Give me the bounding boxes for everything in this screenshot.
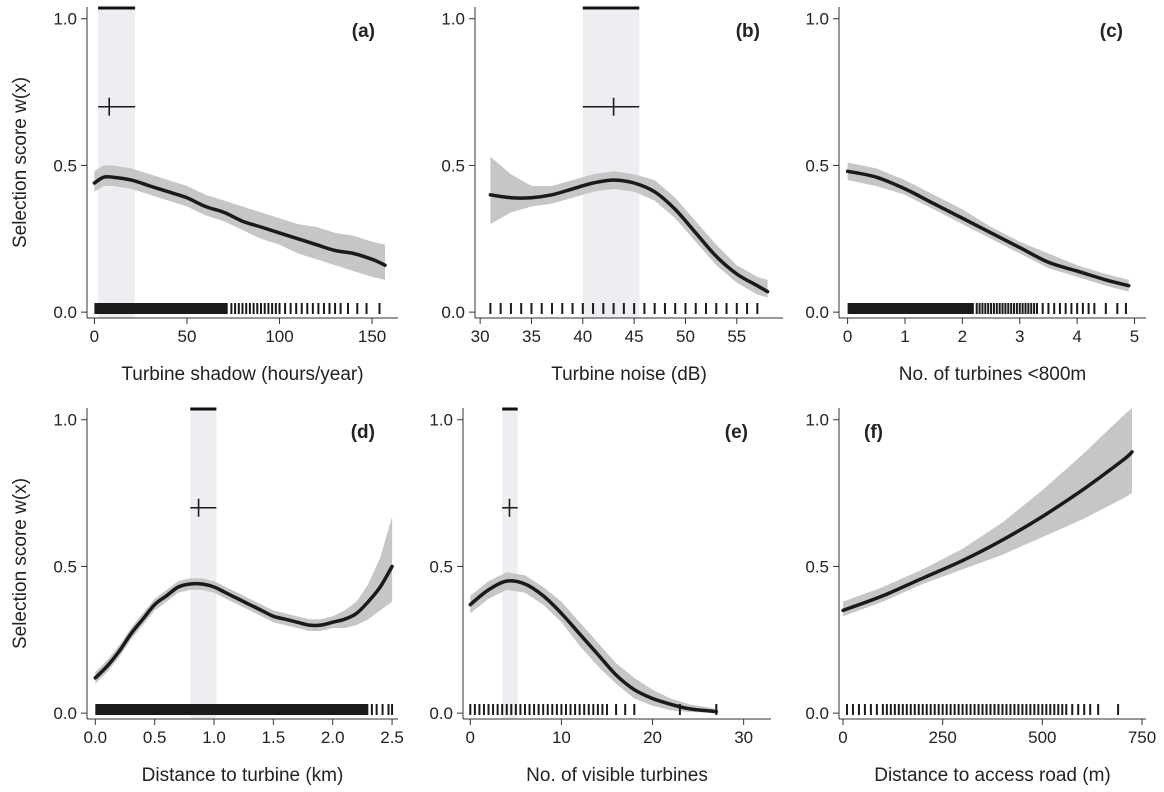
- confidence-band: [470, 572, 717, 713]
- shaded-interval-band: [502, 408, 518, 719]
- panel-label: (e): [725, 422, 748, 443]
- x-tick-label: 250: [928, 728, 956, 747]
- panel-c: 0 1 2 3 4 5 0.0 0.5 1.0 No. of turbines <800m (c): [805, 7, 1146, 385]
- x-tick-label: 10: [552, 728, 571, 747]
- x-tick-label: 45: [625, 327, 644, 346]
- y-tick-label: 1.0: [441, 10, 465, 29]
- x-tick-label: 30: [471, 327, 490, 346]
- y-tick-label: 1.0: [53, 411, 77, 430]
- x-tick-label: 30: [734, 728, 753, 747]
- x-tick-label: 50: [178, 327, 197, 346]
- x-tick-label: 50: [676, 327, 695, 346]
- x-tick-label: 2: [958, 327, 967, 346]
- y-tick-label: 1.0: [805, 411, 829, 430]
- rug-dense-block: [847, 303, 974, 314]
- y-tick-label: 1.0: [53, 10, 77, 29]
- fitted-line: [93, 564, 394, 680]
- x-tick-label: 1: [900, 327, 909, 346]
- fitted-line: [92, 174, 387, 267]
- x-axis-title: Distance to access road (m): [874, 765, 1111, 786]
- x-tick-label: 0: [843, 327, 852, 346]
- x-tick-label: 150: [358, 327, 386, 346]
- panel-label: (d): [351, 422, 375, 443]
- shaded-interval-band: [190, 408, 217, 719]
- panel-a: 0 50 100 150 0.0 0.5 1.0 Turbine shadow (hours/…: [10, 6, 398, 385]
- fitted-line: [488, 178, 770, 294]
- y-tick-label: 0.0: [441, 303, 465, 322]
- y-axis-title: Selection score w(x): [10, 478, 31, 649]
- y-tick-label: 0.5: [805, 557, 829, 576]
- y-tick-label: 0.5: [53, 156, 77, 175]
- panel-d: 0.0 0.5 1.0 1.5 2.0 2.5 0.0 0.5 1.0 Distance to t…: [10, 407, 404, 786]
- fitted-line: [845, 169, 1131, 288]
- x-tick-label: 750: [1128, 728, 1156, 747]
- x-axis-title: No. of turbines <800m: [899, 364, 1086, 385]
- x-tick-label: 2.0: [321, 728, 345, 747]
- confidence-band: [94, 165, 386, 280]
- x-tick-label: 0: [90, 327, 99, 346]
- shaded-interval-band: [98, 7, 136, 318]
- rug-dense-block: [94, 303, 228, 314]
- fitted-line: [841, 450, 1134, 613]
- x-tick-label: 100: [265, 327, 293, 346]
- y-tick-label: 1.0: [805, 10, 829, 29]
- panel-label: (b): [736, 21, 760, 42]
- panel-b: 30 35 40 45 50 55 0.0 0.5 1.0 Turbine noise (dB) (…: [441, 6, 783, 385]
- y-tick-label: 0.0: [53, 303, 77, 322]
- x-tick-label: 40: [573, 327, 592, 346]
- x-tick-label: 4: [1072, 327, 1081, 346]
- panel-label: (a): [352, 21, 375, 42]
- y-tick-label: 0.0: [429, 704, 453, 723]
- x-tick-label: 500: [1028, 728, 1056, 747]
- x-tick-label: 5: [1130, 327, 1139, 346]
- x-tick-label: 1.5: [262, 728, 286, 747]
- x-axis-title: No. of visible turbines: [526, 765, 708, 786]
- fitted-line: [468, 579, 719, 714]
- x-tick-label: 20: [643, 728, 662, 747]
- y-tick-label: 0.5: [805, 156, 829, 175]
- y-tick-label: 0.0: [53, 704, 77, 723]
- x-tick-label: 35: [522, 327, 541, 346]
- y-tick-label: 0.5: [441, 156, 465, 175]
- y-tick-label: 0.5: [429, 557, 453, 576]
- panel-label: (f): [864, 422, 883, 443]
- x-tick-label: 0.5: [143, 728, 167, 747]
- x-tick-label: 0.0: [83, 728, 107, 747]
- panel-e: 0 10 20 30 0.0 0.5 1.0 No. of visible turbines (…: [429, 407, 771, 786]
- confidence-band: [843, 408, 1132, 617]
- y-tick-label: 0.0: [805, 704, 829, 723]
- x-axis-title: Turbine noise (dB): [551, 364, 707, 385]
- x-axis-title: Turbine shadow (hours/year): [121, 364, 363, 385]
- y-axis-title: Selection score w(x): [10, 77, 31, 248]
- x-tick-label: 1.0: [202, 728, 226, 747]
- x-axis-title: Distance to turbine (km): [142, 765, 344, 786]
- y-tick-label: 0.0: [805, 303, 829, 322]
- y-tick-label: 1.0: [429, 411, 453, 430]
- y-tick-label: 0.5: [53, 557, 77, 576]
- x-tick-label: 0: [838, 728, 847, 747]
- x-tick-label: 0: [466, 728, 475, 747]
- x-tick-label: 3: [1015, 327, 1024, 346]
- rug-dense-block: [95, 704, 369, 715]
- x-tick-label: 2.5: [380, 728, 404, 747]
- x-tick-label: 55: [727, 327, 746, 346]
- panel-label: (c): [1100, 21, 1123, 42]
- panel-f: 0 250 500 750 0.0 0.5 1.0 Distance to access ro…: [805, 408, 1156, 786]
- shaded-interval-band: [582, 7, 640, 318]
